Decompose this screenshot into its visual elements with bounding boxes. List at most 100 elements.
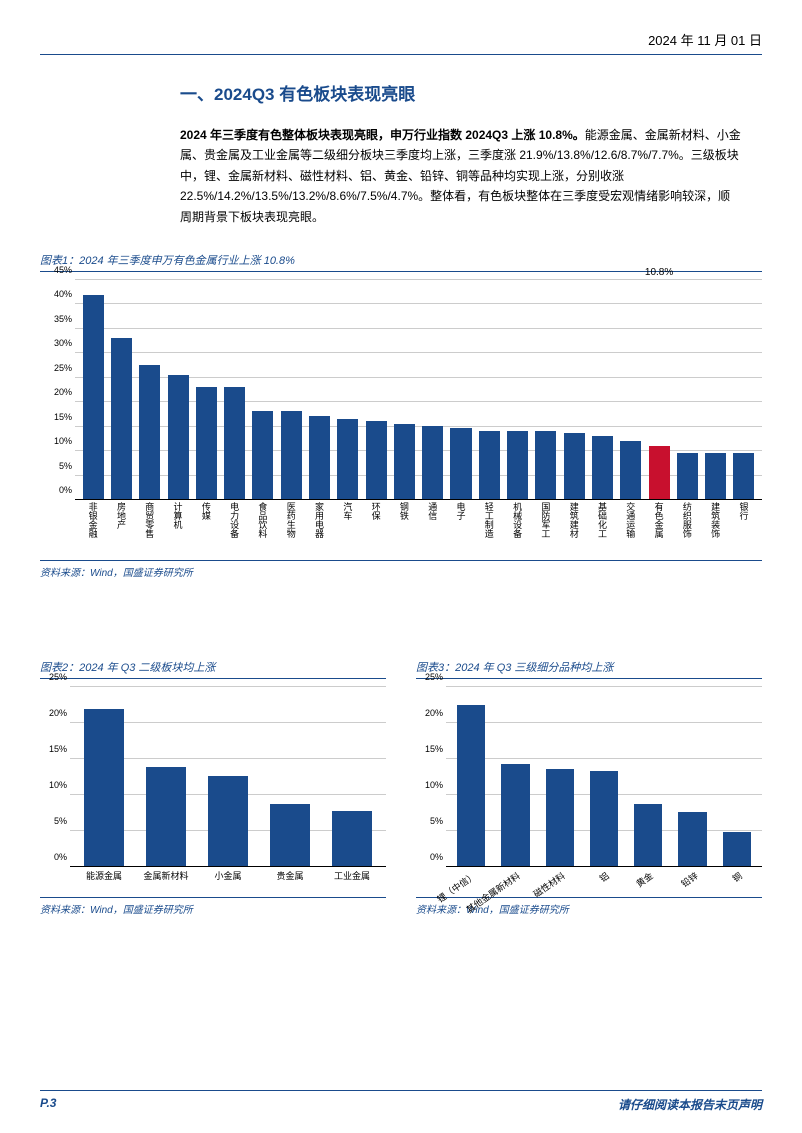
chart1-bar [422, 426, 443, 499]
chart1-xlabel: 家用电器 [313, 502, 326, 538]
chart2-caption: 图表2：2024 年 Q3 二级板块均上涨 [40, 659, 386, 679]
chart3: 0%5%10%15%20%25%锂（中信）其他金属新材料磁性材料铝黄金铅锌铜 [416, 687, 762, 867]
chart1-ytick: 5% [59, 461, 72, 471]
chart1-bar [139, 365, 160, 499]
chart3-bar [590, 771, 618, 866]
chart1-xlabel: 通信 [426, 502, 439, 520]
chart2-bar [332, 811, 373, 866]
chart1-bar [224, 387, 245, 499]
chart1-ytick: 20% [54, 387, 72, 397]
chart3-ytick: 15% [425, 744, 443, 754]
chart1-xlabel: 轻工制造 [483, 502, 496, 538]
section-title: 一、2024Q3 有色板块表现亮眼 [180, 80, 762, 105]
body-rest: 能源金属、金属新材料、小金属、贵金属及工业金属等二级细分板块三季度均上涨，三季度… [180, 128, 741, 224]
chart2-bar [146, 767, 187, 866]
footer: P.3 请仔细阅读本报告末页声明 [40, 1090, 762, 1113]
chart2-ytick: 0% [54, 852, 67, 862]
chart3-bar [678, 812, 706, 866]
chart3-container: 图表3：2024 年 Q3 三级细分品种均上涨 0% 5% 10% 15% 20% 25%… [416, 659, 762, 916]
chart1-bar [649, 446, 670, 499]
chart2-ytick: 20% [49, 708, 67, 718]
chart1-xlabel: 计算机 [172, 502, 185, 529]
chart1-bar [535, 431, 556, 499]
chart2-ytick: 15% [49, 744, 67, 754]
chart3-bar [546, 769, 574, 866]
chart1-ytick: 0% [59, 485, 72, 495]
chart1-xlabel: 建筑装饰 [709, 502, 722, 538]
chart1-xlabel: 环保 [370, 502, 383, 520]
chart1-bar [620, 441, 641, 499]
chart1-source: 资料来源：Wind，国盛证券研究所 [40, 560, 762, 579]
chart2-xlabel: 贵金属 [276, 869, 303, 882]
chart1-bar [252, 411, 273, 499]
chart1-bar [111, 338, 132, 499]
chart1-xlabel: 食品饮料 [256, 502, 269, 538]
chart2-bar [270, 804, 311, 866]
chart1-ytick: 15% [54, 412, 72, 422]
chart1-xlabel: 钢铁 [398, 502, 411, 520]
chart1-ytick: 10% [54, 436, 72, 446]
chart1: 0%5%10%15%20%25%30%35%40%45%非银金融房地产商贸零售计… [40, 280, 762, 500]
chart1-xlabel: 交通运输 [624, 502, 637, 538]
chart1-xlabel: 汽车 [341, 502, 354, 520]
chart1-ytick: 45% [54, 265, 72, 275]
chart1-xlabel: 纺织服饰 [681, 502, 694, 538]
chart3-caption: 图表3：2024 年 Q3 三级细分品种均上涨 [416, 659, 762, 679]
chart2-ytick: 25% [49, 672, 67, 682]
chart1-xlabel: 机械设备 [511, 502, 524, 538]
chart1-xlabel: 银行 [737, 502, 750, 520]
chart1-container: 图表1：2024 年三季度申万有色金属行业上涨 10.8% 0%5%10%15%… [40, 252, 762, 579]
chart1-xlabel: 基础化工 [596, 502, 609, 538]
chart3-ytick: 5% [430, 816, 443, 826]
page-number: P.3 [40, 1096, 56, 1113]
chart1-bar [677, 453, 698, 499]
chart1-xlabel: 房地产 [115, 502, 128, 529]
chart1-bar [281, 411, 302, 499]
charts-row: 图表2：2024 年 Q3 二级板块均上涨 0% 5% 10% 15% 20% 25% 能源… [40, 659, 762, 916]
chart3-ytick: 0% [430, 852, 443, 862]
chart3-bar [501, 764, 529, 866]
chart2-xlabel: 金属新材料 [143, 869, 188, 882]
chart3-bar [723, 832, 751, 866]
chart1-bar [168, 375, 189, 499]
header-date: 2024 年 11 月 01 日 [40, 30, 762, 49]
chart1-bar [309, 416, 330, 499]
chart1-bar [394, 424, 415, 499]
chart1-xlabel: 有色金属 [653, 502, 666, 538]
chart2-xlabel: 能源金属 [86, 869, 122, 882]
chart2-container: 图表2：2024 年 Q3 二级板块均上涨 0%5%10%15%20%25%能源… [40, 659, 386, 916]
chart1-ytick: 35% [54, 314, 72, 324]
chart2-xlabel: 工业金属 [334, 869, 370, 882]
body-bold: 2024 年三季度有色整体板块表现亮眼，申万行业指数 2024Q3 上涨 10.… [180, 128, 585, 142]
chart1-bar [705, 453, 726, 499]
chart1-bar [196, 387, 217, 499]
chart3-ytick: 25% [425, 672, 443, 682]
chart1-ytick: 25% [54, 363, 72, 373]
chart1-bar [479, 431, 500, 499]
chart1-bar [592, 436, 613, 499]
chart1-bar [337, 419, 358, 499]
chart2-ytick: 5% [54, 816, 67, 826]
chart1-xlabel: 医药生物 [285, 502, 298, 538]
chart1-highlight-label: 10.8% [645, 267, 673, 278]
chart1-ytick: 40% [54, 289, 72, 299]
chart3-bar [634, 804, 662, 866]
chart2-bar [208, 776, 249, 866]
chart2-xlabel: 小金属 [214, 869, 241, 882]
chart1-bar [733, 453, 754, 499]
footer-disclaimer: 请仔细阅读本报告末页声明 [618, 1096, 762, 1113]
chart1-xlabel: 电子 [455, 502, 468, 520]
chart1-bar [450, 428, 471, 499]
chart3-ytick: 10% [425, 780, 443, 790]
chart1-xlabel: 国防军工 [539, 502, 552, 538]
chart1-xlabel: 传媒 [200, 502, 213, 520]
chart1-xlabel: 非银金融 [87, 502, 100, 538]
chart1-xlabel: 建筑建材 [568, 502, 581, 538]
chart2: 0%5%10%15%20%25%能源金属金属新材料小金属贵金属工业金属 [40, 687, 386, 867]
chart1-xlabel: 商贸零售 [143, 502, 156, 538]
chart1-bar [83, 295, 104, 499]
chart1-bar [507, 431, 528, 499]
chart3-ytick: 20% [425, 708, 443, 718]
chart2-source: 资料来源：Wind，国盛证券研究所 [40, 897, 386, 916]
chart1-xlabel: 电力设备 [228, 502, 241, 538]
